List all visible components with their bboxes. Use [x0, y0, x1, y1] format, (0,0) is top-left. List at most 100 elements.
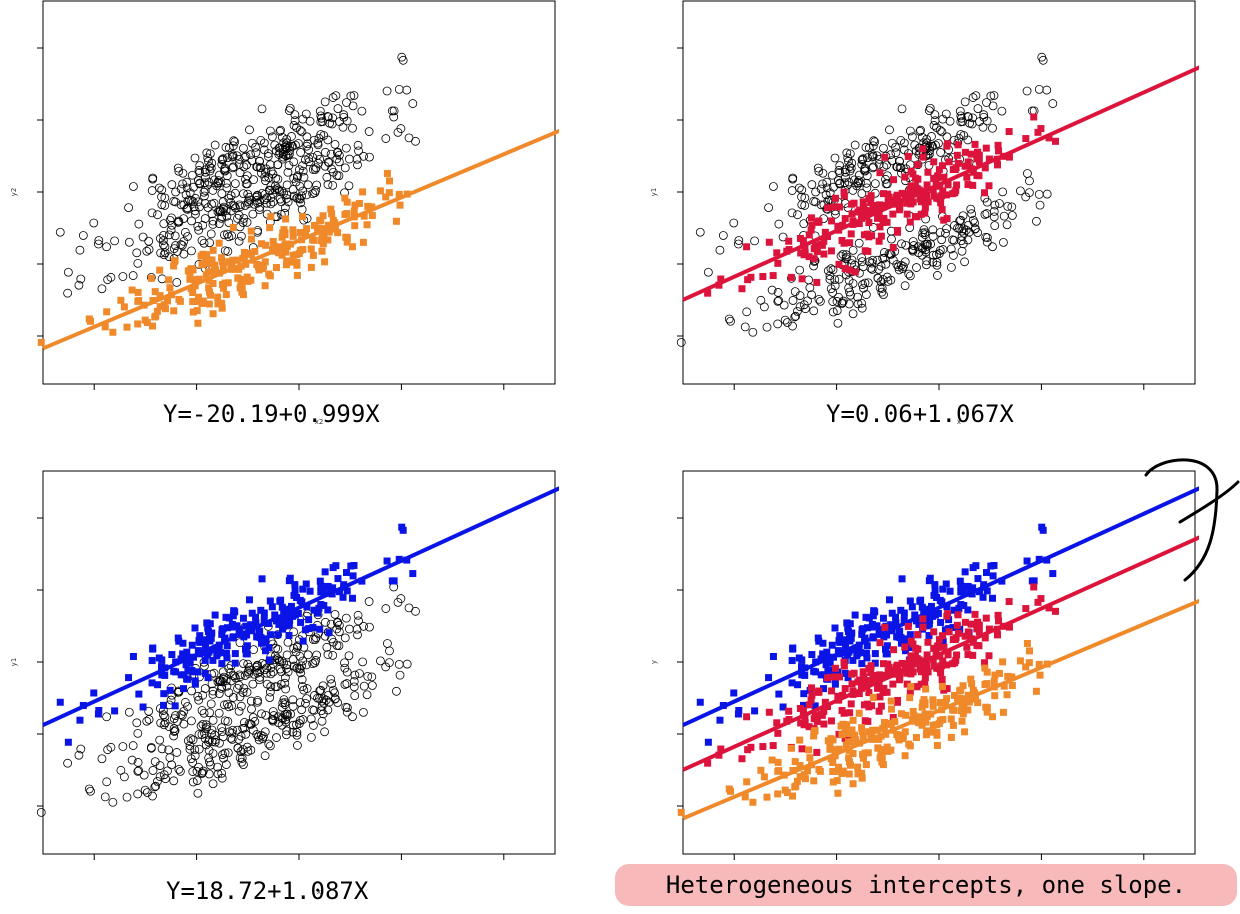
- data-point: [97, 754, 107, 764]
- data-point: [917, 210, 925, 218]
- data-point: [871, 659, 879, 667]
- data-point: [957, 232, 967, 241]
- data-point: [926, 574, 934, 582]
- data-point: [891, 717, 899, 725]
- data-point: [238, 745, 248, 754]
- data-point: [971, 695, 979, 703]
- data-point: [201, 720, 211, 730]
- data-point: [883, 688, 891, 696]
- data-point: [165, 215, 175, 225]
- data-point: [859, 754, 867, 762]
- data-point: [994, 141, 1002, 149]
- data-point: [1035, 200, 1045, 210]
- data-point: [816, 767, 824, 775]
- data-point: [208, 779, 218, 789]
- data-point: [930, 116, 940, 126]
- data-point: [957, 226, 967, 236]
- data-point: [166, 686, 174, 694]
- data-point: [283, 150, 293, 160]
- data-point: [856, 676, 864, 684]
- data-point: [887, 697, 895, 705]
- data-point: [385, 177, 393, 185]
- data-point: [868, 255, 878, 265]
- data-point: [262, 241, 270, 249]
- data-point: [845, 287, 854, 297]
- data-point: [808, 651, 816, 659]
- data-point: [854, 770, 862, 778]
- data-point: [266, 631, 274, 639]
- data-point: [964, 606, 972, 614]
- data-point: [157, 744, 167, 754]
- data-point: [171, 711, 180, 720]
- data-point: [63, 267, 73, 277]
- data-point: [305, 116, 315, 126]
- data-point: [165, 276, 173, 284]
- data-point: [206, 229, 216, 239]
- data-point: [285, 103, 295, 113]
- data-point: [273, 712, 283, 722]
- data-point: [912, 263, 921, 272]
- data-point: [128, 286, 136, 294]
- data-point: [186, 734, 196, 744]
- data-point: [260, 751, 270, 761]
- data-point: [200, 178, 210, 188]
- data-point: [959, 682, 967, 690]
- data-point: [945, 628, 953, 636]
- data-point: [190, 745, 200, 755]
- data-point: [953, 621, 961, 629]
- data-point: [195, 636, 203, 644]
- data-point: [394, 660, 404, 669]
- data-point: [725, 785, 733, 793]
- data-point: [952, 656, 960, 664]
- data-point: [738, 285, 746, 293]
- data-point: [738, 755, 746, 763]
- data-point: [963, 135, 973, 145]
- data-point: [780, 315, 790, 325]
- data-point: [348, 594, 356, 602]
- data-point: [821, 190, 831, 200]
- data-point: [205, 268, 213, 276]
- data-point: [921, 204, 929, 212]
- data-point: [740, 322, 750, 332]
- data-point: [858, 724, 866, 732]
- data-point: [219, 263, 227, 271]
- data-point: [200, 734, 210, 743]
- data-point: [147, 274, 155, 282]
- data-point: [908, 603, 916, 611]
- data-point: [177, 655, 185, 663]
- data-point: [198, 261, 206, 269]
- data-point: [788, 296, 798, 305]
- data-point: [893, 661, 901, 669]
- data-point: [877, 284, 887, 293]
- data-point: [160, 301, 168, 309]
- data-point: [907, 683, 915, 691]
- data-point: [983, 708, 991, 716]
- data-point: [360, 212, 368, 220]
- data-point: [236, 701, 246, 711]
- data-point: [214, 708, 224, 718]
- data-point: [807, 290, 816, 300]
- data-point: [791, 758, 799, 766]
- data-point: [316, 577, 324, 585]
- data-point: [807, 180, 817, 189]
- data-point: [194, 729, 204, 739]
- data-point: [239, 276, 247, 284]
- data-point: [933, 139, 943, 148]
- data-point: [876, 639, 884, 647]
- data-point: [234, 706, 244, 716]
- data-point: [348, 101, 358, 111]
- data-point: [217, 212, 227, 222]
- data-point: [953, 223, 962, 233]
- data-point: [845, 162, 855, 172]
- data-point: [853, 652, 861, 660]
- data-point: [863, 153, 872, 163]
- data-point: [964, 181, 972, 189]
- data-point: [833, 767, 841, 775]
- data-point: [858, 262, 868, 272]
- data-point: [834, 692, 842, 700]
- data-point: [1039, 526, 1047, 534]
- data-point: [240, 718, 249, 727]
- data-point: [185, 188, 195, 198]
- data-point: [986, 91, 996, 101]
- data-point: [892, 613, 900, 621]
